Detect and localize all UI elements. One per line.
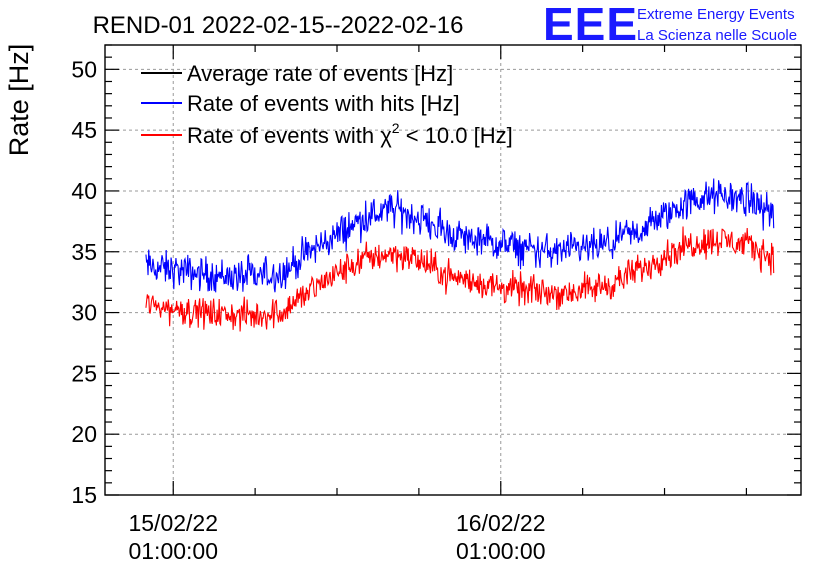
legend-entry-prefix: Rate of events with	[187, 123, 380, 148]
x-tick-label-time-0: 01:00:00	[128, 538, 218, 564]
legend-entry-chi-symbol: χ	[380, 123, 392, 148]
chart-title: REND-01 2022-02-15--2022-02-16	[93, 12, 464, 39]
x-tick-label-date-1: 16/02/22	[456, 510, 546, 536]
y-tick-label-40: 40	[71, 178, 97, 204]
y-axis-label: Rate [Hz]	[4, 44, 34, 157]
series-line-chi2	[145, 226, 775, 332]
eee-logo-letters: EEE	[543, 0, 638, 50]
series-line-hits	[145, 178, 775, 293]
axes: 152025303540455015/02/2201:00:0016/02/22…	[71, 44, 802, 564]
legend-entry-2: Rate of events with χ2 < 10.0 [Hz]	[187, 120, 513, 148]
plot-frame	[104, 44, 802, 496]
legend-entry-1: Rate of events with hits [Hz]	[187, 91, 460, 116]
y-tick-label-50: 50	[71, 56, 97, 82]
y-tick-label-35: 35	[71, 239, 97, 265]
legend-entry-suffix: < 10.0 [Hz]	[400, 123, 513, 148]
y-tick-label-25: 25	[71, 360, 97, 386]
y-tick-label-15: 15	[71, 482, 97, 508]
x-tick-label-time-1: 01:00:00	[456, 538, 546, 564]
plot-area	[145, 178, 775, 332]
legend-entry-0: Average rate of events [Hz]	[187, 61, 453, 86]
y-tick-label-30: 30	[71, 300, 97, 326]
x-tick-label-date-0: 15/02/22	[128, 510, 218, 536]
eee-logo: EEE Extreme Energy Events La Scienza nel…	[543, 0, 797, 50]
eee-logo-line1: Extreme Energy Events	[637, 6, 795, 23]
legend: Average rate of events [Hz] Rate of event…	[141, 61, 513, 148]
y-tick-label-20: 20	[71, 421, 97, 447]
legend-entry-superscript: 2	[392, 120, 400, 136]
eee-logo-line2: La Scienza nelle Scuole	[637, 27, 797, 44]
y-tick-label-45: 45	[71, 117, 97, 143]
